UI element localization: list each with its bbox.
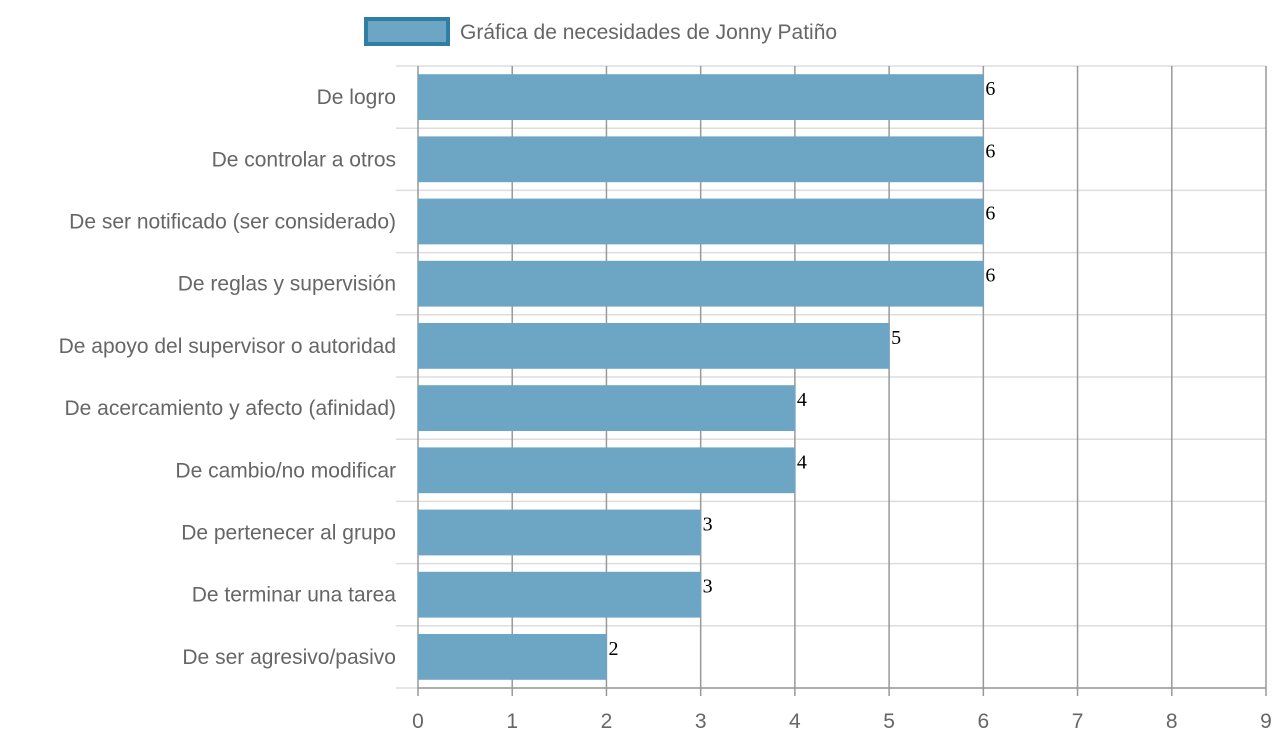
data-label: 5 — [891, 327, 901, 349]
x-tick-label: 3 — [695, 710, 707, 733]
bar — [417, 634, 607, 680]
data-label: 3 — [703, 514, 713, 536]
data-label: 2 — [608, 638, 618, 660]
data-label: 4 — [797, 389, 807, 411]
category-label: De logro — [317, 86, 396, 109]
x-tick-label: 4 — [789, 710, 801, 733]
data-label: 6 — [985, 140, 995, 162]
bar — [417, 74, 984, 120]
category-label: De apoyo del supervisor o autoridad — [59, 335, 396, 358]
x-tick-label: 8 — [1166, 710, 1178, 733]
category-label: De ser agresivo/pasivo — [182, 646, 396, 669]
x-tick-label: 7 — [1072, 710, 1084, 733]
bar — [417, 571, 702, 618]
bar — [417, 385, 796, 431]
bar — [417, 136, 984, 183]
x-tick-label: 6 — [977, 710, 989, 733]
x-tick-label: 1 — [506, 710, 518, 733]
bar — [417, 260, 984, 307]
category-label: De ser notificado (ser considerado) — [69, 211, 396, 234]
x-tick-label: 9 — [1260, 710, 1272, 733]
data-labels: 6 6 6 6 5 4 4 3 3 2 — [608, 78, 995, 660]
data-label: 4 — [797, 451, 807, 473]
data-label: 6 — [985, 78, 995, 100]
legend[interactable]: Gráfica de necesidades de Jonny Patiño — [364, 17, 837, 46]
data-label: 6 — [985, 203, 995, 225]
category-label: De pertenecer al grupo — [181, 522, 396, 545]
category-labels: De logro De controlar a otros De ser notif… — [59, 86, 397, 669]
bars — [417, 74, 984, 680]
category-label: De acercamiento y afecto (afinidad) — [65, 397, 397, 420]
bar — [417, 198, 984, 245]
bar — [417, 447, 796, 494]
x-tick-label: 0 — [412, 710, 424, 733]
category-label: De cambio/no modificar — [175, 459, 396, 482]
category-label: De controlar a otros — [212, 148, 396, 171]
x-tick-label: 2 — [601, 710, 613, 733]
legend-label: Gráfica de necesidades de Jonny Patiño — [460, 21, 837, 44]
bar — [417, 509, 702, 556]
data-label: 3 — [703, 576, 713, 598]
category-label: De reglas y supervisión — [178, 273, 396, 296]
legend-swatch — [364, 17, 450, 46]
x-tick-labels: 0 1 2 3 4 5 6 7 8 9 — [412, 710, 1272, 733]
data-label: 6 — [985, 265, 995, 287]
bar — [417, 323, 890, 369]
x-tick-label: 5 — [883, 710, 895, 733]
category-label: De terminar una tarea — [192, 584, 397, 607]
